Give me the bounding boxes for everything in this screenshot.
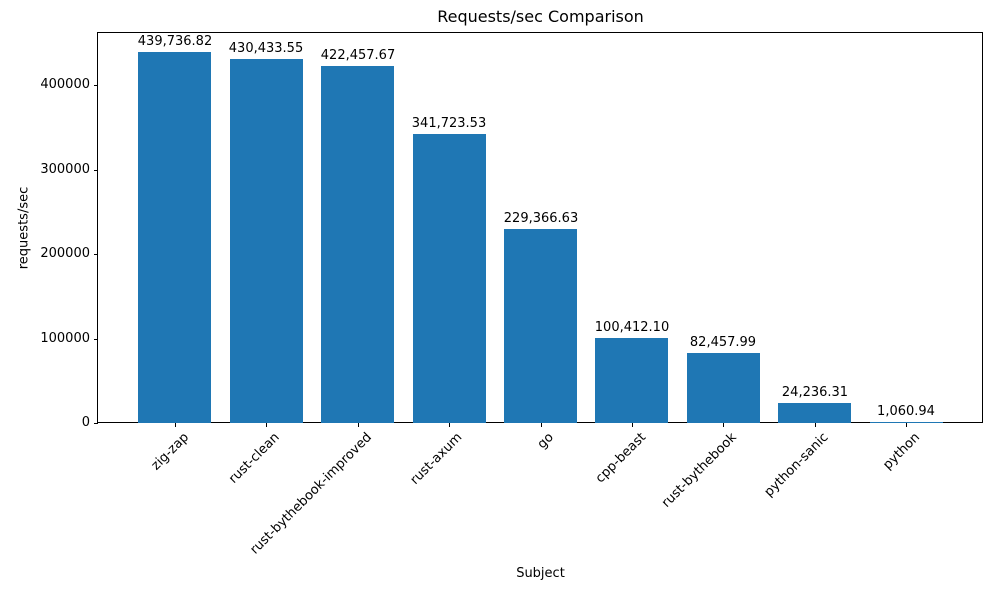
- bar: [321, 66, 394, 423]
- y-tick-label: 100000: [40, 331, 90, 346]
- y-tick-label: 400000: [40, 77, 90, 92]
- bar-value-label: 82,457.99: [689, 335, 757, 350]
- x-tick-mark: [175, 423, 176, 427]
- y-tick-mark: [94, 339, 98, 340]
- x-tick-mark: [815, 423, 816, 427]
- bar-value-label: 430,433.55: [228, 41, 304, 56]
- y-tick-mark: [94, 85, 98, 86]
- x-tick-label: python-sanic: [761, 430, 832, 500]
- bar: [595, 338, 668, 423]
- bar-value-label: 229,366.63: [503, 211, 579, 226]
- x-axis-label: Subject: [516, 566, 565, 581]
- bar-value-label: 439,736.82: [137, 34, 213, 49]
- y-tick-label: 0: [81, 415, 90, 430]
- y-tick-label: 300000: [40, 162, 90, 177]
- bar-value-label: 341,723.53: [411, 116, 487, 131]
- x-tick-label: rust-bythebook: [658, 430, 740, 511]
- chart-title: Requests/sec Comparison: [437, 7, 644, 26]
- bar: [138, 52, 211, 423]
- bar: [413, 134, 486, 423]
- x-tick-mark: [358, 423, 359, 427]
- x-tick-mark: [632, 423, 633, 427]
- x-tick-label: rust-clean: [225, 430, 283, 487]
- bar: [870, 422, 943, 423]
- x-tick-mark: [723, 423, 724, 427]
- x-tick-label: go: [534, 430, 557, 453]
- x-tick-label: zig-zap: [148, 430, 192, 474]
- x-tick-mark: [266, 423, 267, 427]
- y-tick-mark: [94, 254, 98, 255]
- bar: [687, 353, 760, 423]
- bar: [230, 59, 303, 423]
- y-tick-mark: [94, 423, 98, 424]
- x-tick-label: rust-axum: [407, 430, 466, 488]
- y-tick-label: 200000: [40, 246, 90, 261]
- x-tick-label: python: [879, 430, 923, 473]
- x-tick-mark: [449, 423, 450, 427]
- bar-value-label: 422,457.67: [320, 48, 396, 63]
- y-tick-mark: [94, 170, 98, 171]
- x-tick-mark: [541, 423, 542, 427]
- bar-value-label: 1,060.94: [877, 404, 935, 419]
- bar: [504, 229, 577, 423]
- bar-value-label: 100,412.10: [594, 320, 670, 335]
- x-tick-mark: [906, 423, 907, 427]
- x-tick-label: cpp-beast: [592, 430, 649, 487]
- bar: [778, 403, 851, 423]
- bar-value-label: 24,236.31: [781, 385, 849, 400]
